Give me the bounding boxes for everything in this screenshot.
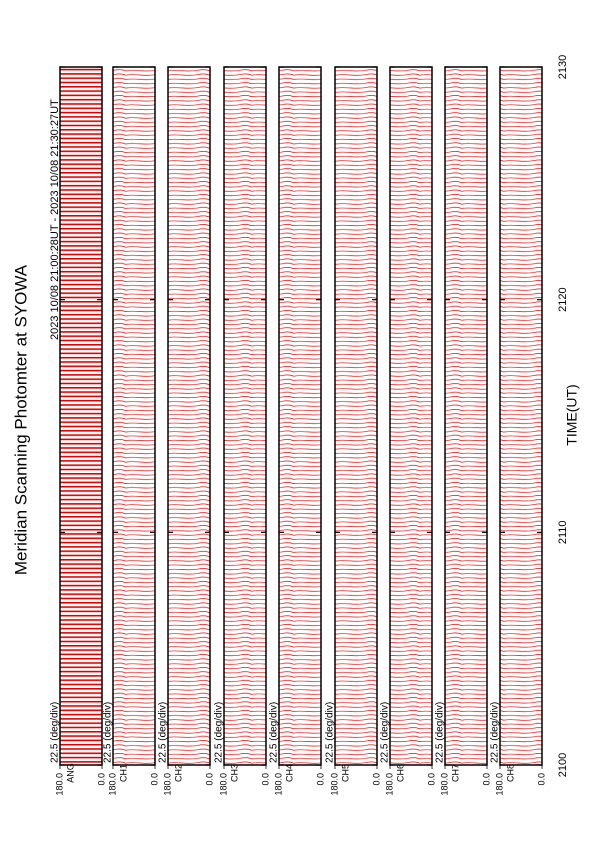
y-tick-label: 0.0 (481, 773, 491, 786)
panel-frame (223, 66, 267, 766)
panel-name: CH2 (173, 764, 183, 782)
trace-area (224, 67, 266, 765)
chart-subtitle: 2023 10/08 21:00:28UT - 2023 10/08 21:30… (49, 99, 61, 340)
panel-frame (59, 66, 103, 766)
panel-frame (499, 66, 543, 766)
panel-name: CH1 (118, 764, 128, 782)
y-tick-label: 0.0 (536, 773, 546, 786)
panel-frame (334, 66, 378, 766)
chart-title: Meridian Scanning Photomter at SYOWA (11, 264, 30, 575)
panel-frame (444, 66, 488, 766)
panel-frame (278, 66, 322, 766)
y-tick-label: 180.0 (54, 773, 64, 796)
panel-scale: 22.5 (deg/div) (325, 702, 336, 763)
panel-scale: 22.5 (deg/div) (380, 702, 391, 763)
panel-scale: 22.5 (deg/div) (103, 702, 114, 763)
panel-name: ANG (65, 763, 75, 783)
y-tick-label: 0.0 (96, 773, 106, 786)
y-tick-label: 180.0 (107, 773, 117, 796)
x-tick-label: 2100 (557, 753, 569, 777)
panel-scale: 22.5 (deg/div) (50, 702, 61, 763)
x-axis-label: TIME(UT) (564, 384, 580, 445)
panel-frame (389, 66, 433, 766)
y-tick-label: 180.0 (218, 773, 228, 796)
trace-area (279, 67, 321, 765)
panel-name: CH4 (284, 764, 294, 782)
trace-area (500, 67, 542, 765)
panel-name: CH7 (450, 764, 460, 782)
y-tick-label: 180.0 (384, 773, 394, 796)
panel-scale: 22.5 (deg/div) (158, 702, 169, 763)
y-tick-label: 0.0 (149, 773, 159, 786)
trace-area (60, 67, 102, 765)
trace-area (113, 67, 155, 765)
y-tick-label: 180.0 (273, 773, 283, 796)
panel-frame (167, 66, 211, 766)
y-tick-label: 0.0 (371, 773, 381, 786)
panel-frame (112, 66, 156, 766)
trace-area (168, 67, 210, 765)
panel-name: CH3 (229, 764, 239, 782)
y-tick-label: 0.0 (426, 773, 436, 786)
panel-scale: 22.5 (deg/div) (214, 702, 225, 763)
y-tick-label: 0.0 (260, 773, 270, 786)
trace-area (335, 67, 377, 765)
y-tick-label: 180.0 (329, 773, 339, 796)
panel-name: CH5 (340, 764, 350, 782)
y-tick-label: 180.0 (439, 773, 449, 796)
panel-name: CH6 (395, 764, 405, 782)
x-tick-label: 2110 (557, 521, 569, 545)
panel-scale: 22.5 (deg/div) (435, 702, 446, 763)
panel-scale: 22.5 (deg/div) (490, 702, 501, 763)
y-tick-label: 180.0 (494, 773, 504, 796)
panel-name: CH8 (505, 764, 515, 782)
panel-scale: 22.5 (deg/div) (269, 702, 280, 763)
y-tick-label: 180.0 (162, 773, 172, 796)
x-tick-label: 2120 (557, 287, 569, 311)
trace-area (390, 67, 432, 765)
x-tick-label: 2130 (557, 55, 569, 79)
trace-area (445, 67, 487, 765)
y-tick-label: 0.0 (315, 773, 325, 786)
y-tick-label: 0.0 (204, 773, 214, 786)
